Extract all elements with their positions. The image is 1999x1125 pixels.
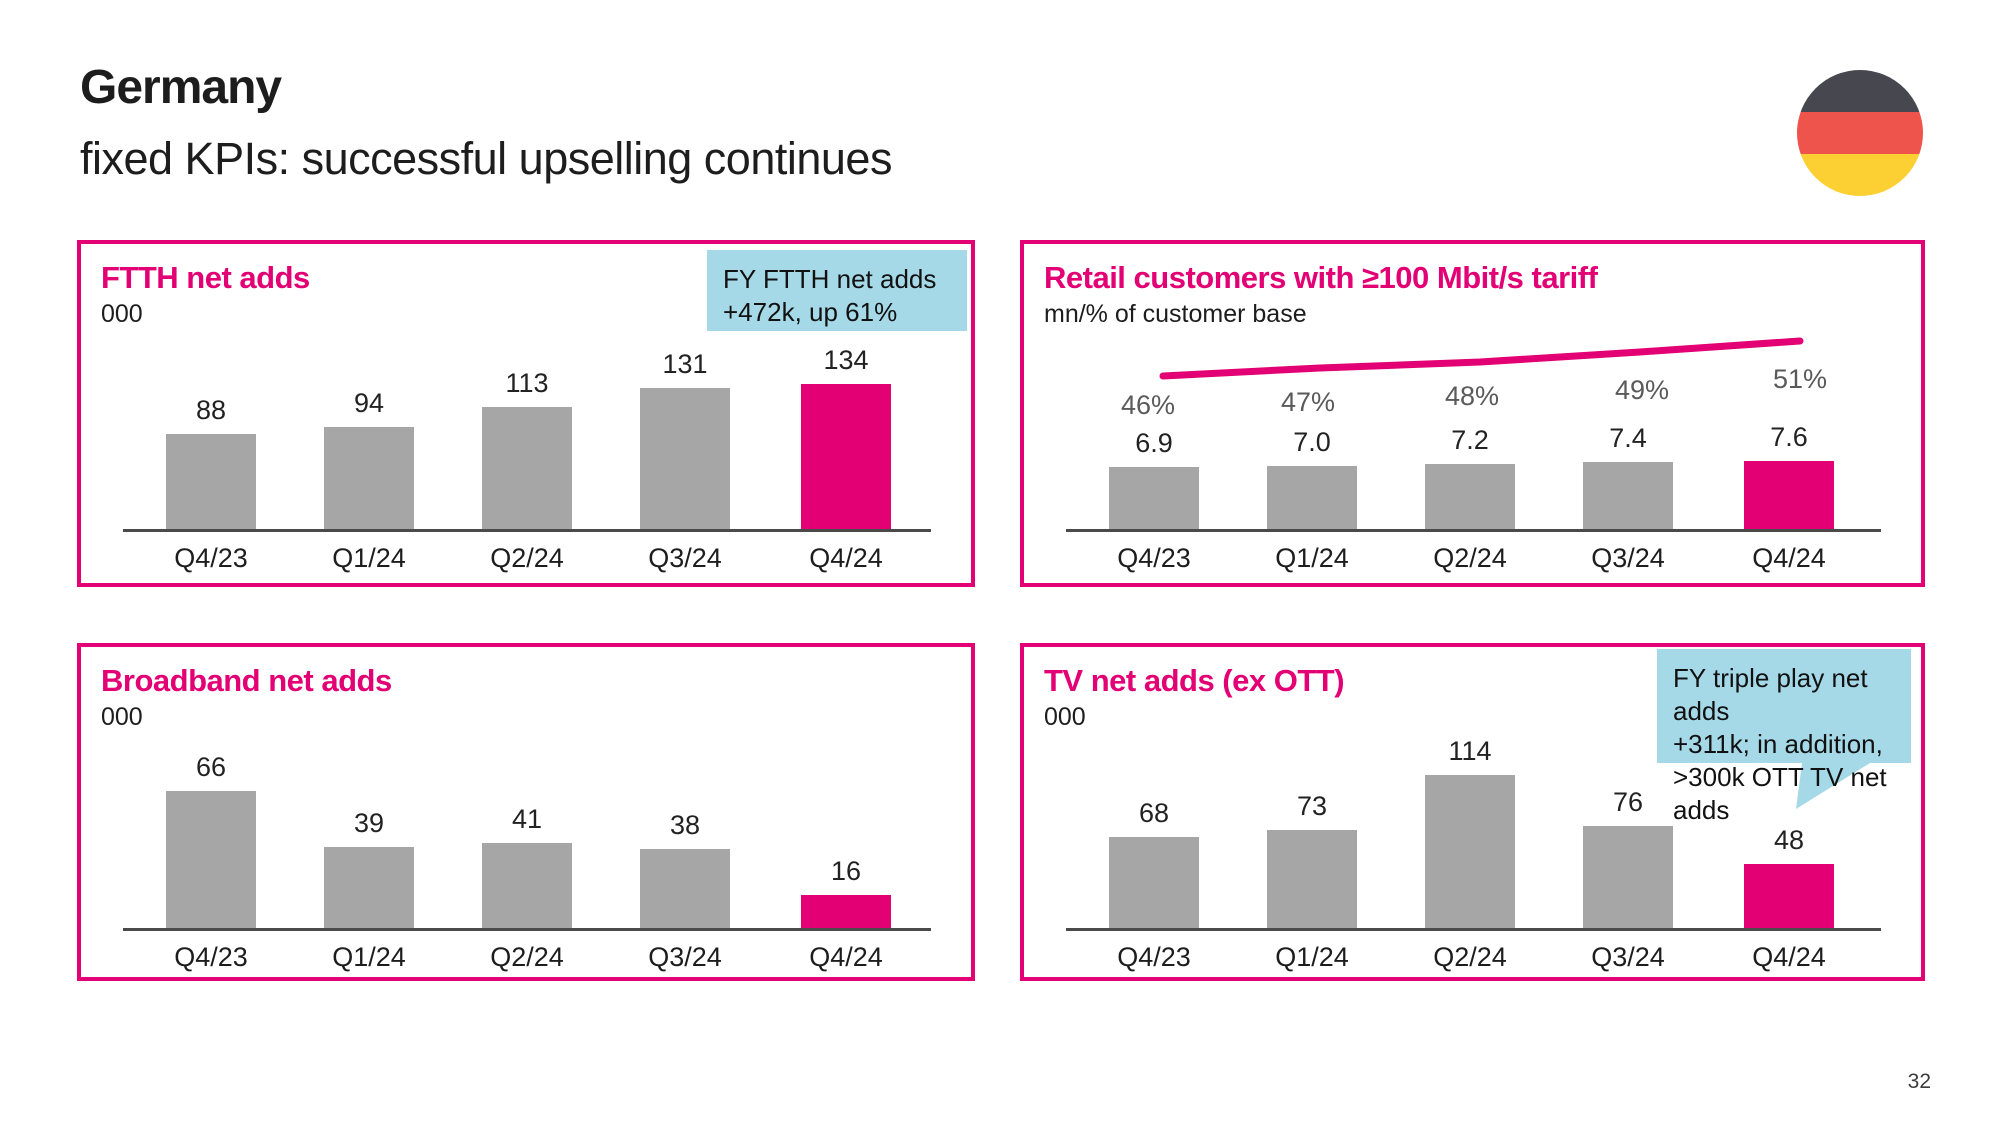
bar-Q3/24	[640, 849, 730, 928]
bar-Q1/24	[1267, 830, 1357, 928]
bar-value-label: 134	[823, 345, 869, 375]
bar-Q3/24	[640, 388, 730, 529]
category-label: Q4/23	[174, 543, 248, 573]
bar-value-label: 48	[1773, 825, 1805, 855]
bar-value-label: 88	[195, 395, 227, 425]
category-label: Q1/24	[1275, 942, 1349, 972]
flag-stripe-red	[1797, 112, 1923, 154]
slide-title: Germany	[80, 61, 282, 114]
bar-Q4/23	[1109, 837, 1199, 928]
panel-title-broadband: Broadband net adds	[101, 663, 392, 698]
x-axis	[1066, 529, 1881, 532]
category-label: Q1/24	[332, 942, 406, 972]
bar-value-label: 7.6	[1770, 422, 1808, 452]
bar-value-label: 66	[195, 752, 227, 782]
bar-Q4/24	[1744, 864, 1834, 928]
bar-value-label: 6.9	[1135, 428, 1173, 458]
panel-title-ftth: FTTH net adds	[101, 260, 310, 295]
bar-Q3/24	[1583, 462, 1673, 529]
bar-value-label: 16	[830, 856, 862, 886]
category-label: Q1/24	[332, 543, 406, 573]
bar-Q4/24	[1744, 461, 1834, 529]
category-label: Q4/24	[809, 543, 883, 573]
flag-stripe-gold	[1797, 154, 1923, 196]
bar-value-label: 73	[1296, 791, 1328, 821]
category-label: Q4/24	[1752, 543, 1826, 573]
panel-ftth: FTTH net adds 000 88 Q4/23 94 Q1/24 113 Q2/24 13…	[77, 240, 975, 587]
bar-value-label: 114	[1448, 736, 1492, 766]
panel-unit-broadband: 000	[101, 703, 143, 731]
callout-line: FY FTTH net adds	[723, 264, 937, 294]
bar-Q3/24	[1583, 826, 1673, 928]
percent-label: 51%	[1772, 364, 1828, 394]
category-label: Q3/24	[648, 942, 722, 972]
bar-value-label: 41	[511, 804, 543, 834]
panel-tv: TV net adds (ex OTT) 000 68 Q4/23 73 Q1/24 114…	[1020, 643, 1925, 981]
callout-line: +472k, up 61%	[723, 297, 898, 327]
category-label: Q4/24	[1752, 942, 1826, 972]
page-number: 32	[1907, 1070, 1931, 1093]
bar-Q4/24	[801, 384, 891, 529]
panel-title-retail: Retail customers with ≥100 Mbit/s tariff	[1044, 260, 1598, 295]
bar-Q2/24	[1425, 464, 1515, 529]
panel-title-tv: TV net adds (ex OTT)	[1044, 663, 1345, 698]
category-label: Q1/24	[1275, 543, 1349, 573]
bar-value-label: 68	[1138, 798, 1170, 828]
bar-value-label: 131	[662, 349, 708, 379]
callout-line: >300k OTT TV net adds	[1673, 762, 1887, 825]
bar-Q4/23	[166, 791, 256, 928]
x-axis	[1066, 928, 1881, 931]
percent-label: 48%	[1444, 381, 1500, 411]
bar-Q2/24	[482, 843, 572, 928]
callout-tv: FY triple play net adds +311k; in additio…	[1657, 649, 1911, 825]
category-label: Q2/24	[490, 942, 564, 972]
bar-value-label: 7.4	[1609, 423, 1647, 453]
slide-subtitle: fixed KPIs: successful upselling continu…	[80, 133, 892, 184]
bar-Q1/24	[324, 847, 414, 928]
bar-value-label: 76	[1612, 787, 1644, 817]
category-label: Q2/24	[490, 543, 564, 573]
x-axis	[123, 529, 931, 532]
panel-broadband: Broadband net adds 000 66 Q4/23 39 Q1/24 41 Q2/…	[77, 643, 975, 981]
panel-retail: Retail customers with ≥100 Mbit/s tariff…	[1020, 240, 1925, 587]
bar-value-label: 7.2	[1451, 425, 1489, 455]
bar-value-label: 39	[353, 808, 385, 838]
germany-flag-icon	[1797, 70, 1923, 196]
bar-Q1/24	[1267, 466, 1357, 529]
panel-unit-tv: 000	[1044, 703, 1086, 731]
bar-Q4/23	[1109, 467, 1199, 529]
category-label: Q4/23	[1117, 543, 1191, 573]
flag-stripe-black	[1797, 70, 1923, 112]
bar-value-label: 113	[505, 368, 549, 398]
bar-value-label: 7.0	[1293, 427, 1331, 457]
bar-Q1/24	[324, 427, 414, 529]
bar-Q4/23	[166, 434, 256, 529]
panel-unit-retail: mn/% of customer base	[1044, 300, 1307, 328]
percent-label: 49%	[1614, 375, 1670, 405]
callout-line: FY triple play net adds	[1673, 663, 1868, 726]
callout-line: +311k; in addition,	[1673, 729, 1883, 759]
percent-label: 46%	[1120, 390, 1176, 420]
bar-value-label: 38	[669, 810, 701, 840]
category-label: Q4/24	[809, 942, 883, 972]
category-label: Q4/23	[1117, 942, 1191, 972]
category-label: Q4/23	[174, 942, 248, 972]
category-label: Q2/24	[1433, 543, 1507, 573]
category-label: Q3/24	[648, 543, 722, 573]
category-label: Q3/24	[1591, 543, 1665, 573]
x-axis	[123, 928, 931, 931]
panel-unit-ftth: 000	[101, 300, 143, 328]
category-label: Q2/24	[1433, 942, 1507, 972]
bar-Q2/24	[482, 407, 572, 529]
bar-Q4/24	[801, 895, 891, 928]
category-label: Q3/24	[1591, 942, 1665, 972]
bar-Q2/24	[1425, 775, 1515, 928]
callout-ftth: FY FTTH net adds +472k, up 61%	[707, 250, 967, 331]
percent-label: 47%	[1280, 387, 1336, 417]
bar-value-label: 94	[353, 388, 385, 418]
